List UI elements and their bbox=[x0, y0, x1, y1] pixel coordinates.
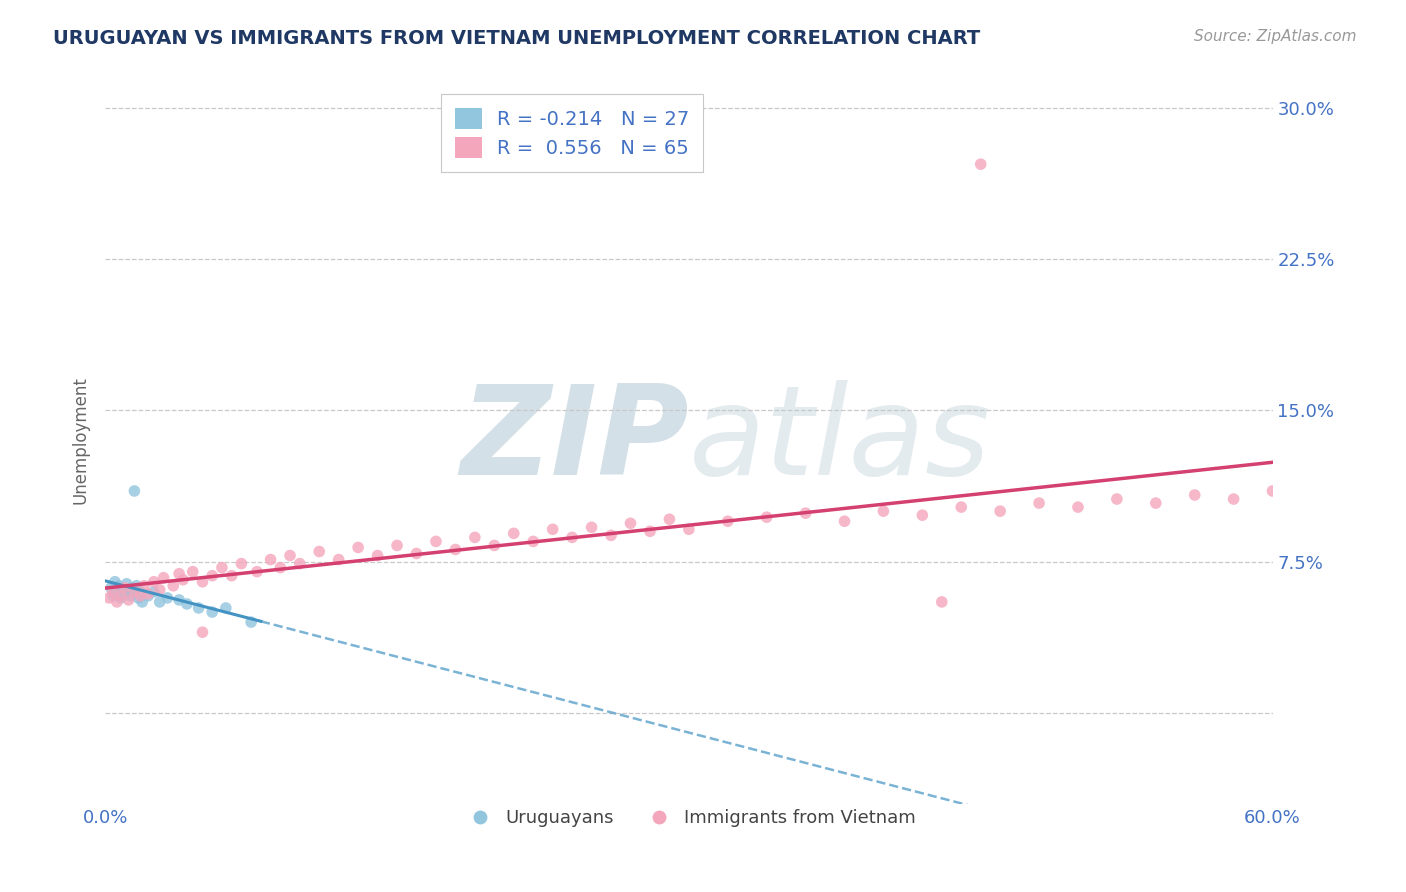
Point bbox=[385, 538, 408, 552]
Point bbox=[111, 582, 134, 597]
Point bbox=[240, 615, 263, 629]
Point bbox=[156, 591, 179, 605]
Point bbox=[201, 605, 224, 619]
Point bbox=[834, 514, 856, 528]
Point bbox=[1067, 500, 1090, 515]
Point bbox=[134, 579, 156, 593]
Point bbox=[425, 534, 447, 549]
Point bbox=[167, 593, 190, 607]
Point bbox=[129, 589, 152, 603]
Point bbox=[658, 512, 681, 526]
Point bbox=[794, 506, 817, 520]
Point bbox=[98, 591, 121, 605]
Point bbox=[1184, 488, 1206, 502]
Point bbox=[115, 576, 138, 591]
Point bbox=[988, 504, 1011, 518]
Point bbox=[581, 520, 603, 534]
Point bbox=[162, 579, 184, 593]
Point bbox=[561, 530, 583, 544]
Point bbox=[278, 549, 301, 563]
Point bbox=[191, 574, 214, 589]
Point bbox=[125, 579, 148, 593]
Point bbox=[405, 547, 427, 561]
Point bbox=[717, 514, 740, 528]
Point bbox=[872, 504, 894, 518]
Point bbox=[347, 541, 370, 555]
Text: ZIP: ZIP bbox=[460, 380, 689, 501]
Point bbox=[444, 542, 467, 557]
Point bbox=[181, 565, 204, 579]
Point bbox=[1144, 496, 1167, 510]
Text: URUGUAYAN VS IMMIGRANTS FROM VIETNAM UNEMPLOYMENT CORRELATION CHART: URUGUAYAN VS IMMIGRANTS FROM VIETNAM UNE… bbox=[53, 29, 980, 47]
Point bbox=[136, 587, 159, 601]
Point bbox=[638, 524, 661, 539]
Point bbox=[187, 601, 209, 615]
Point bbox=[541, 522, 564, 536]
Point bbox=[117, 593, 139, 607]
Point bbox=[678, 522, 700, 536]
Point bbox=[328, 552, 350, 566]
Point bbox=[231, 557, 253, 571]
Point bbox=[950, 500, 973, 515]
Point bbox=[101, 584, 124, 599]
Text: atlas: atlas bbox=[689, 380, 991, 501]
Point bbox=[121, 581, 143, 595]
Point bbox=[1222, 491, 1244, 506]
Point bbox=[105, 584, 128, 599]
Point bbox=[129, 584, 152, 599]
Point bbox=[221, 568, 243, 582]
Point bbox=[114, 581, 136, 595]
Point bbox=[970, 157, 993, 171]
Point bbox=[259, 552, 281, 566]
Point bbox=[522, 534, 544, 549]
Point bbox=[100, 581, 122, 595]
Point bbox=[288, 557, 311, 571]
Point bbox=[120, 589, 142, 603]
Point bbox=[131, 595, 153, 609]
Point bbox=[101, 589, 124, 603]
Point bbox=[149, 582, 172, 597]
Point bbox=[502, 526, 524, 541]
Point bbox=[464, 530, 486, 544]
Point bbox=[152, 571, 174, 585]
Legend: Uruguayans, Immigrants from Vietnam: Uruguayans, Immigrants from Vietnam bbox=[454, 802, 924, 835]
Point bbox=[142, 584, 165, 599]
Point bbox=[215, 601, 238, 615]
Point bbox=[367, 549, 389, 563]
Point bbox=[269, 560, 291, 574]
Point bbox=[308, 544, 330, 558]
Point bbox=[117, 584, 139, 599]
Point bbox=[110, 591, 132, 605]
Point bbox=[108, 579, 131, 593]
Point bbox=[931, 595, 953, 609]
Point bbox=[211, 560, 233, 574]
Point bbox=[149, 595, 172, 609]
Y-axis label: Unemployment: Unemployment bbox=[72, 376, 89, 505]
Point bbox=[105, 595, 128, 609]
Point bbox=[110, 589, 132, 603]
Point bbox=[124, 584, 146, 599]
Point bbox=[246, 565, 269, 579]
Text: Source: ZipAtlas.com: Source: ZipAtlas.com bbox=[1194, 29, 1357, 44]
Point bbox=[114, 587, 136, 601]
Point bbox=[1105, 491, 1128, 506]
Point bbox=[127, 591, 149, 605]
Point bbox=[201, 568, 224, 582]
Point bbox=[172, 573, 194, 587]
Point bbox=[911, 508, 934, 523]
Point bbox=[104, 574, 127, 589]
Point bbox=[619, 516, 641, 531]
Point bbox=[176, 597, 198, 611]
Point bbox=[191, 625, 214, 640]
Point bbox=[142, 574, 165, 589]
Point bbox=[167, 566, 190, 581]
Point bbox=[124, 483, 146, 498]
Point bbox=[1028, 496, 1050, 510]
Point bbox=[755, 510, 778, 524]
Point bbox=[600, 528, 623, 542]
Point bbox=[136, 589, 159, 603]
Point bbox=[1261, 483, 1284, 498]
Point bbox=[484, 538, 506, 552]
